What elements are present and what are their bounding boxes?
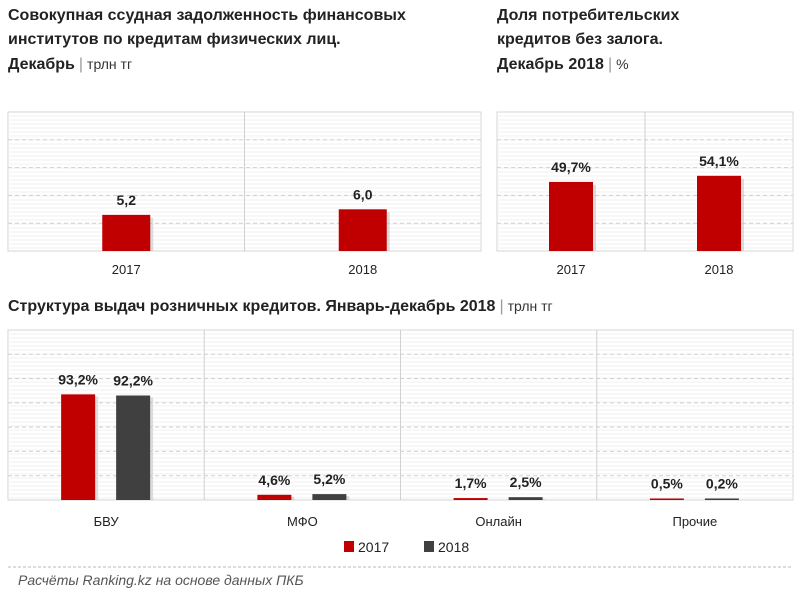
chart1-unit: трлн тг: [87, 56, 133, 72]
chart2-data-label: 49,7%: [551, 159, 591, 175]
chart3-category-label: Онлайн: [475, 514, 522, 529]
chart1-category-label: 2018: [348, 262, 377, 277]
chart3-data-label: 0,5%: [651, 476, 683, 492]
chart1-bar: [102, 214, 151, 251]
chart2-unit: %: [616, 56, 629, 72]
chart3-category-label: Прочие: [672, 514, 717, 529]
chart3-bar-2017: [257, 494, 292, 500]
chart1-data-label: 5,2: [117, 192, 137, 208]
chart3-bar-2017: [649, 498, 684, 500]
chart3-data-label: 92,2%: [113, 373, 153, 389]
chart1-subtitle: Декабрь: [8, 56, 75, 73]
chart3-data-label: 1,7%: [455, 475, 487, 491]
chart1-category-label: 2017: [112, 262, 141, 277]
chart3-data-label: 5,2%: [313, 471, 345, 487]
chart3-bar-2018: [116, 395, 151, 500]
chart3-data-label: 93,2%: [58, 371, 98, 387]
chart2-category-label: 2017: [557, 262, 586, 277]
chart3-bar-2017: [61, 394, 96, 500]
chart3-category-label: БВУ: [94, 514, 120, 529]
chart2-title-line1: Доля потребительских: [497, 7, 680, 24]
chart1-title-line1: Совокупная ссудная задолженность финансо…: [8, 7, 406, 24]
chart3-unit: трлн тг: [507, 298, 553, 314]
chart1-title: Совокупная ссудная задолженность финансо…: [8, 4, 406, 77]
chart3-bar-2017: [453, 498, 488, 500]
chart3-legend-label: 2017: [358, 539, 389, 555]
chart1-bar: [338, 209, 387, 251]
chart3-title-text: Структура выдач розничных кредитов. Янва…: [8, 298, 496, 315]
source-note: Расчёты Ranking.kz на основе данных ПКБ: [18, 572, 304, 588]
chart2-data-label: 54,1%: [699, 153, 739, 169]
chart3-data-label: 0,2%: [706, 476, 738, 492]
chart3-category-label: МФО: [287, 514, 318, 529]
chart2-title-line2: кредитов без залога.: [497, 31, 663, 48]
chart3-legend-swatch-2018: [424, 541, 434, 552]
chart3-legend-swatch-2017: [344, 541, 354, 552]
chart3-data-label: 4,6%: [258, 472, 290, 488]
chart3-bar-2018: [508, 497, 543, 500]
chart2-category-label: 2018: [705, 262, 734, 277]
chart2-title: Доля потребительских кредитов без залога…: [497, 4, 679, 77]
chart3-legend-label: 2018: [438, 539, 469, 555]
chart1-title-line2: институтов по кредитам физических лиц.: [8, 31, 341, 48]
chart2-bar: [549, 181, 593, 251]
chart3-bar-2018: [312, 494, 347, 500]
chart3-title: Структура выдач розничных кредитов. Янва…: [8, 298, 553, 315]
chart2-subtitle: Декабрь 2018: [497, 56, 604, 73]
chart3-data-label: 2,5%: [510, 474, 542, 490]
chart3-bar-2018: [704, 498, 739, 500]
chart2-bar: [697, 175, 741, 251]
chart1-data-label: 6,0: [353, 186, 373, 202]
